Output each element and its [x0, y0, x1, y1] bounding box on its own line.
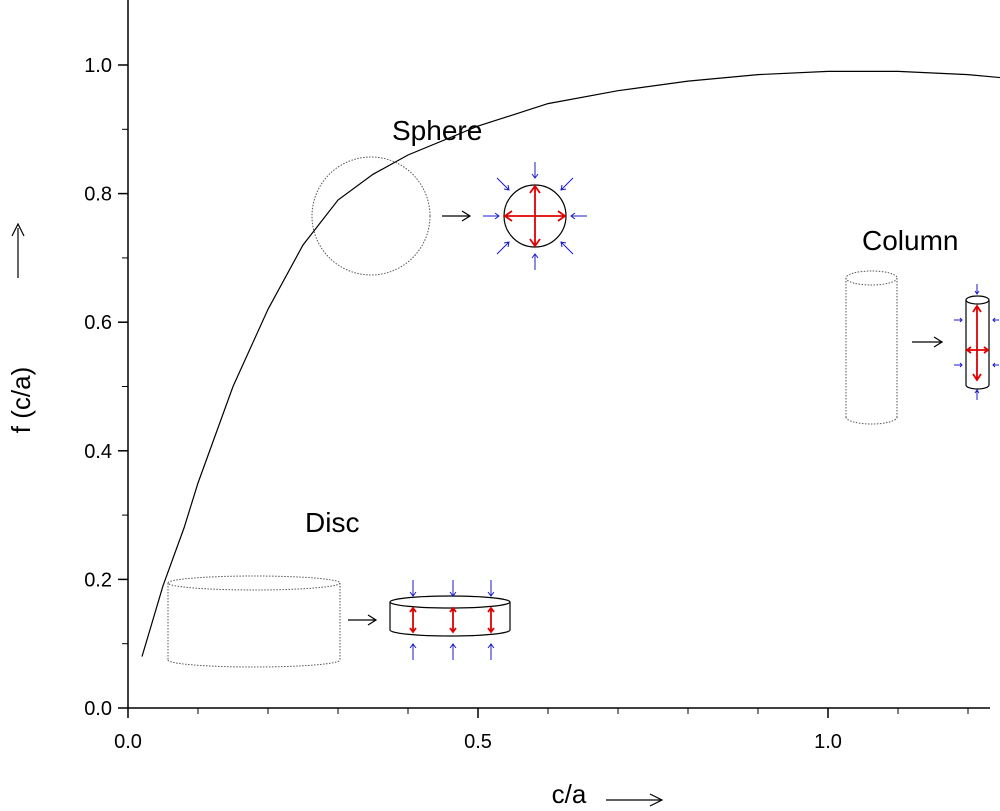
y-tick-label: 0.0 [84, 698, 112, 720]
column-after-body [965, 300, 990, 390]
column-inset: Column [845, 225, 999, 425]
disc-transform-arrow [348, 614, 378, 626]
column-transform-arrow [912, 336, 944, 348]
y-axis-label: f (c/a) [6, 367, 36, 433]
column-after-top [965, 295, 990, 305]
ticks: 0.00.51.01.52.02.50.00.20.40.60.81.0 [84, 55, 969, 753]
sphere-before [311, 156, 431, 276]
sphere-transform-arrow [442, 210, 472, 222]
column-stress-arrows [965, 304, 990, 382]
disc-before-top [167, 575, 341, 591]
sphere-inset: Sphere [311, 115, 587, 276]
column-before-body [845, 278, 898, 425]
disc-after-body [389, 602, 511, 637]
x-tick-label: 0.0 [114, 731, 142, 753]
x-tick-label: 0.5 [464, 731, 492, 753]
x-tick-label: 1.0 [814, 731, 842, 753]
column-load-arrows [954, 284, 999, 400]
y-tick-label: 0.4 [84, 441, 112, 463]
annotation-sphere: Sphere [392, 115, 482, 146]
y-tick-label: 0.8 [84, 184, 112, 206]
x-axis-arrow [606, 793, 664, 807]
sphere-load-arrows [483, 162, 587, 270]
y-axis-arrow [11, 222, 25, 278]
x-axis-label: c/a [552, 779, 587, 809]
disc-before-body [167, 583, 341, 668]
annotation-disc: Disc [305, 507, 359, 538]
disc-after-top [389, 595, 511, 609]
column-before-top [845, 270, 898, 286]
disc-inset: Disc [167, 507, 511, 668]
sphere-stress-arrows [503, 184, 567, 248]
disc-stress-arrows [409, 606, 495, 634]
y-tick-label: 0.6 [84, 312, 112, 334]
series-line-f-ca [141, 70, 1000, 657]
annotation-column: Column [862, 225, 958, 256]
y-tick-label: 0.2 [84, 569, 112, 591]
y-tick-label: 1.0 [84, 55, 112, 77]
axes [127, 0, 990, 709]
disc-load-arrows [409, 580, 495, 660]
